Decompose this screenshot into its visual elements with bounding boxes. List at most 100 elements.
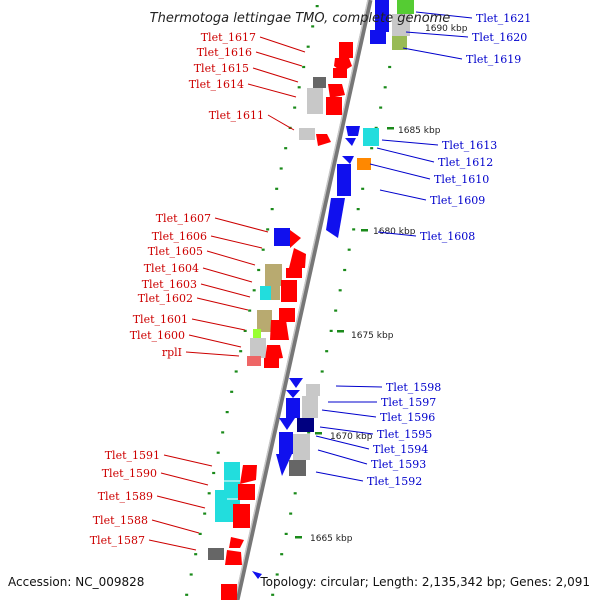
gene-block[interactable] [253,329,261,339]
gene-label[interactable]: Tlet_1598 [386,381,441,394]
gene-block[interactable] [326,97,342,115]
gene-label[interactable]: Tlet_1609 [430,194,485,207]
gene-arrow[interactable] [286,390,300,398]
gene-block[interactable] [392,36,407,50]
gene-arrow[interactable] [346,126,360,136]
gene-block[interactable] [363,128,379,146]
gene-label[interactable]: Tlet_1597 [381,396,436,409]
gene-label[interactable]: Tlet_1619 [466,53,521,66]
gene-label[interactable]: Tlet_1588 [93,514,148,527]
gene-label[interactable]: Tlet_1590 [102,467,157,480]
tick-mark [284,147,288,150]
gene-arrow[interactable] [326,198,345,238]
gene-label[interactable]: Tlet_1616 [197,46,252,59]
gene-block[interactable] [274,228,290,246]
gene-label[interactable]: Tlet_1600 [130,329,185,342]
gene-block[interactable] [333,68,347,78]
gene-block[interactable] [233,504,250,528]
gene-label[interactable]: Tlet_1601 [133,313,188,326]
gene-label[interactable]: Tlet_1617 [201,31,256,44]
gene-label[interactable]: Tlet_1620 [472,31,527,44]
gene-block[interactable] [339,42,353,58]
gene-label[interactable]: Tlet_1614 [189,78,244,91]
tick-mark [239,350,243,353]
gene-label[interactable]: Tlet_1602 [138,292,193,305]
gene-label[interactable]: Tlet_1610 [434,173,489,186]
gene-block[interactable] [286,268,302,278]
gene-block[interactable] [375,0,389,32]
gene-block[interactable] [299,128,315,140]
gene-block[interactable] [313,77,326,88]
leader-line [255,51,303,67]
gene-block[interactable] [307,88,323,114]
scale-label: 1680 kbp [373,227,416,237]
tick-mark [275,573,279,576]
gene-block[interactable] [265,264,282,286]
gene-block[interactable] [370,30,386,44]
gene-arrow[interactable] [279,418,295,430]
gene-block[interactable] [357,158,371,170]
gene-arrow[interactable] [265,345,283,360]
gene-label[interactable]: Tlet_1607 [156,212,211,225]
gene-label[interactable]: Tlet_1595 [377,428,432,441]
gene-arrow[interactable] [225,550,242,565]
gene-block[interactable] [279,432,293,454]
major-tick [337,330,344,333]
gene-block[interactable] [221,584,237,600]
gene-block[interactable] [260,286,271,300]
gene-block[interactable] [208,548,224,560]
gene-label[interactable]: Tlet_1592 [367,475,422,488]
gene-block[interactable] [302,396,318,418]
gene-arrow[interactable] [316,134,331,146]
gene-label[interactable]: Tlet_1606 [152,230,207,243]
tick-mark [280,553,284,556]
gene-label[interactable]: Tlet_1587 [90,534,145,547]
gene-label[interactable]: Tlet_1605 [148,245,203,258]
gene-arrow[interactable] [328,84,345,98]
gene-block[interactable] [281,280,297,302]
gene-arrow[interactable] [290,230,301,248]
leader-line [405,31,469,38]
gene-arrow[interactable] [252,571,262,579]
gene-labels: Tlet_1617 Tlet_1616 Tlet_1615 Tlet_1614 Tlet… [90,12,532,547]
gene-label[interactable]: Tlet_1608 [420,230,475,243]
gene-block[interactable] [250,338,266,358]
gene-label[interactable]: Tlet_1613 [442,139,497,152]
gene-label[interactable]: Tlet_1596 [380,411,435,424]
gene-block[interactable] [215,490,227,522]
gene-block[interactable] [286,398,300,418]
gene-arrow[interactable] [276,454,292,476]
tick-mark [311,25,315,28]
gene-block[interactable] [257,310,272,332]
gene-label[interactable]: Tlet_1593 [371,458,426,471]
gene-arrow[interactable] [289,378,303,388]
gene-label[interactable]: Tlet_1589 [98,490,153,503]
gene-label[interactable]: Tlet_1611 [209,109,264,122]
gene-block[interactable] [238,484,255,500]
gene-arrow[interactable] [345,138,356,146]
gene-label[interactable]: Tlet_1604 [144,262,199,275]
gene-arrow[interactable] [289,248,306,268]
gene-block[interactable] [271,284,280,300]
gene-block[interactable] [279,308,295,322]
gene-block[interactable] [247,356,261,366]
gene-label[interactable]: Tlet_1591 [105,449,160,462]
gene-label[interactable]: Tlet_1612 [438,156,493,169]
gene-arrow[interactable] [270,320,289,340]
gene-block[interactable] [392,14,410,36]
gene-block[interactable] [306,384,320,396]
gene-label[interactable]: rplI [162,346,182,359]
gene-block[interactable] [397,0,414,14]
gene-arrow[interactable] [342,156,354,164]
gene-arrow[interactable] [229,537,244,548]
gene-block[interactable] [293,434,310,460]
gene-label[interactable]: Tlet_1615 [194,62,249,75]
gene-label[interactable]: Tlet_1594 [373,443,428,456]
gene-block[interactable] [264,358,279,368]
gene-block[interactable] [297,418,314,432]
gene-block[interactable] [289,460,306,476]
gene-arrow[interactable] [240,465,257,484]
gene-label[interactable]: Tlet_1603 [142,278,197,291]
gene-block[interactable] [337,164,351,196]
gene-label[interactable]: Tlet_1621 [476,12,531,25]
